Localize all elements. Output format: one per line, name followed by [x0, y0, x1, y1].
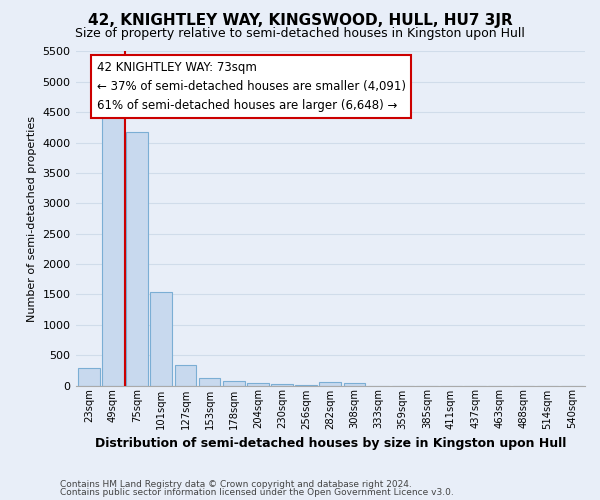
Bar: [78, 368, 100, 386]
Bar: [175, 366, 196, 386]
Bar: [271, 384, 293, 386]
Text: Size of property relative to semi-detached houses in Kingston upon Hull: Size of property relative to semi-detach…: [75, 28, 525, 40]
Bar: [223, 381, 245, 386]
Text: Contains HM Land Registry data © Crown copyright and database right 2024.: Contains HM Land Registry data © Crown c…: [60, 480, 412, 489]
Text: Contains public sector information licensed under the Open Government Licence v3: Contains public sector information licen…: [60, 488, 454, 497]
Bar: [151, 292, 172, 386]
Text: 42, KNIGHTLEY WAY, KINGSWOOD, HULL, HU7 3JR: 42, KNIGHTLEY WAY, KINGSWOOD, HULL, HU7 …: [88, 12, 512, 28]
Bar: [102, 117, 124, 386]
X-axis label: Distribution of semi-detached houses by size in Kingston upon Hull: Distribution of semi-detached houses by …: [95, 437, 566, 450]
Bar: [247, 384, 269, 386]
Bar: [319, 382, 341, 386]
Text: 42 KNIGHTLEY WAY: 73sqm
← 37% of semi-detached houses are smaller (4,091)
61% of: 42 KNIGHTLEY WAY: 73sqm ← 37% of semi-de…: [97, 60, 406, 112]
Bar: [126, 132, 148, 386]
Bar: [344, 384, 365, 386]
Bar: [199, 378, 220, 386]
Bar: [295, 385, 317, 386]
Y-axis label: Number of semi-detached properties: Number of semi-detached properties: [27, 116, 37, 322]
